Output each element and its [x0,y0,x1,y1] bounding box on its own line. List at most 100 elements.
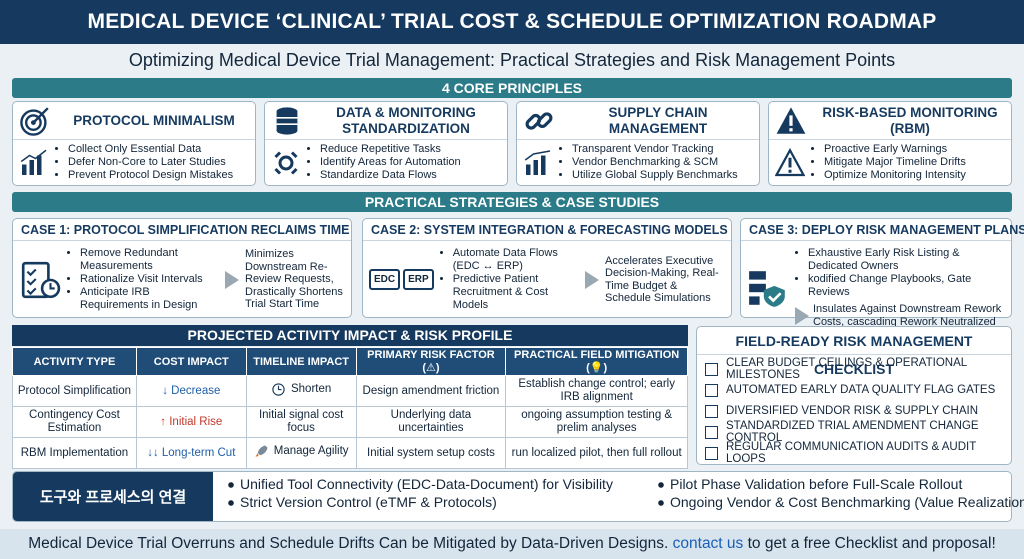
cell-text: Design amendment friction [362,384,500,397]
icon [19,105,51,137]
table-row: RBM Implementation ↓↓ Long-term Cut Manage… [12,437,688,469]
table-cell: RBM Implementation [12,437,137,469]
case-card: CASE 2: SYSTEM INTEGRATION & FORECASTING… [362,218,732,318]
principle-card: RISK-BASED MONITORING (RBM) Proactive Ear… [768,101,1012,186]
footer-text: Medical Device Trial Overruns and Schedu… [28,535,669,552]
principle-header: DATA & MONITORING STANDARDIZATION [265,102,507,140]
tool-item: Unified Tool Connectivity (EDC-Data-Docu… [228,476,658,492]
table-cell: Manage Agility [245,437,357,469]
bullet-list: Exhaustive Early Risk Listing & Dedicate… [795,247,1005,299]
table-cell: Initial signal cost focus [245,406,357,438]
table-cell: ↑ Initial Rise [135,406,247,438]
arrow [225,270,239,289]
bullet: Proactive Early Warnings [824,143,966,156]
tool-item: Ongoing Vendor & Cost Benchmarking (Valu… [658,494,1024,510]
icon [271,105,303,137]
bullet: Vendor Benchmarking & SCM [572,156,738,169]
impact-table-wrap: ACTIVITY TYPE COST IMPACT TIMELINE IMPACT P… [12,347,688,469]
tools: 도구와 프로세스의 연결 Unified Tool Connectivity (… [12,471,1024,522]
bullet: Mitigate Major Timeline Drifts [824,156,966,169]
case-title: CASE 3: DEPLOY RISK MANAGEMENT PLANS (RM… [741,219,1024,241]
table-cell: Shorten [245,375,357,407]
cell-text: Contingency Cost Estimation [29,409,120,434]
table-cell: Establish change control; early IRB alig… [505,375,688,407]
table-heading: PROJECTED ACTIVITY IMPACT & RISK PROFILE [12,325,688,346]
bullet-list: Collect Only Essential DataDefer Non-Cor… [55,143,233,182]
icon-graphic [20,149,47,175]
table-cell: Design amendment friction [355,375,507,407]
checklist-text: REGULAR COMMUNICATION AUDITS & AUDIT LOO… [726,441,977,465]
bullet: Anticipate IRB Requirements in Design [80,286,219,312]
bullet: Exhaustive Early Risk Listing & Dedicate… [808,247,1005,273]
principle-title: RISK-BASED MONITORING (RBM) [822,104,998,136]
subtitle: Optimizing Medical Device Trial Manageme… [128,50,896,70]
principle-card: PROTOCOL MINIMALISM Collect Only Essentia… [12,101,256,186]
bullet: Prevent Protocol Design Mistakes [68,169,233,182]
cell-wrap: Manage Agility [254,444,349,459]
table-cell: Contingency Cost Estimation [12,406,137,438]
principle-body: Transparent Vendor TrackingVendor Benchm… [517,140,759,185]
cell-text: Underlying data uncertainties [390,409,472,434]
bullet-list: Reduce Repetitive TasksIdentify Areas fo… [307,143,461,182]
bullet-list: Transparent Vendor TrackingVendor Benchm… [559,143,738,182]
principle-body: Collect Only Essential DataDefer Non-Cor… [13,140,255,185]
checklist: FIELD-READY RISK MANAGEMENT CHECKLIST CL… [696,326,1012,465]
table-cell: ↓↓ Long-term Cut [135,437,247,469]
case-card: CASE 1: PROTOCOL SIMPLIFICATION RECLAIMS… [12,218,352,318]
principle-title: PROTOCOL MINIMALISM [73,112,235,128]
icon-graphic [749,270,785,307]
checklist-text: STANDARDIZED TRIAL AMENDMENT CHANGE CONT… [726,420,979,444]
case-body: Exhaustive Early Risk Listing & Dedicate… [741,241,1011,334]
icon [19,259,61,301]
system-label: EDC [369,269,401,290]
case-column: Exhaustive Early Risk Listing & Dedicate… [795,247,1005,328]
header-row: ACTIVITY TYPE COST IMPACT TIMELINE IMPACT P… [12,347,688,376]
case-result-row: Insulates Against Downstream Rework Cost… [795,303,1005,328]
footer: Medical Device Trial Overruns and Schedu… [0,529,1024,559]
principle-body: Reduce Repetitive TasksIdentify Areas fo… [265,140,507,185]
bullet: Identify Areas for Automation [320,156,461,169]
icon [775,105,807,137]
icon [271,382,286,397]
tools-list: Unified Tool Connectivity (EDC-Data-Docu… [228,476,1024,510]
bullet: Optimize Monitoring Intensity [824,169,966,182]
checkbox [705,383,718,397]
cell-text: RBM Implementation [20,446,129,459]
bullet: Rationalize Visit Intervals [80,273,219,286]
checklist-item: AUTOMATED EARLY DATA QUALITY FLAG GATES [705,380,1003,400]
icon-graphic [276,106,298,135]
table-cell: run localized pilot, then full rollout [505,437,688,469]
bullet-list: Remove Redundant MeasurementsRationalize… [67,247,219,312]
table-cell: Underlying data uncertainties [355,406,507,438]
tools-heading: 도구와 프로세스의 연결 [13,472,213,521]
case-title: CASE 2: SYSTEM INTEGRATION & FORECASTING… [363,219,731,241]
cell-text: ↓↓ Long-term Cut [147,446,236,459]
page-title: MEDICAL DEVICE ‘CLINICAL’ TRIAL COST & S… [0,0,1024,44]
table-row: Protocol Simplification ↓ Decrease Shorten… [12,375,688,407]
table-cell: Protocol Simplification [12,375,137,407]
checklist-text: AUTOMATED EARLY DATA QUALITY FLAG GATES [726,384,996,396]
checkbox [705,425,718,439]
icon-graphic [776,106,806,134]
footer-text: to get a free Checklist and proposal! [747,535,996,552]
arrow [585,270,599,289]
arrow [795,306,809,325]
bullet: Transparent Vendor Tracking [572,143,738,156]
cell-text: Protocol Simplification [17,384,131,397]
section-banner: PRACTICAL STRATEGIES & CASE STUDIES [12,192,1012,212]
checklist-text: DIVERSIFIED VENDOR RISK & SUPPLY CHAIN [726,405,978,417]
checkbox [705,404,718,418]
bullet-list: Automate Data Flows (EDC ↔ ERP)Predictiv… [440,247,579,312]
icon-graphic [20,106,49,136]
table-cell: ongoing assumption testing & prelim anal… [505,406,688,438]
icon-graphic [524,149,551,175]
cell-text: Shorten [290,382,332,395]
cell-text: Manage Agility [273,444,349,457]
icon-graphic [774,147,806,176]
checklist-item: CLEAR BUDGET CEILINGS & OPERATIONAL MILE… [705,357,1003,381]
contact-link[interactable]: contact us [672,535,744,552]
bullet: Predictive Patient Recruitment & Cost Mo… [453,273,579,312]
case-result: Minimizes Downstream Re-Review Requests,… [245,248,343,311]
